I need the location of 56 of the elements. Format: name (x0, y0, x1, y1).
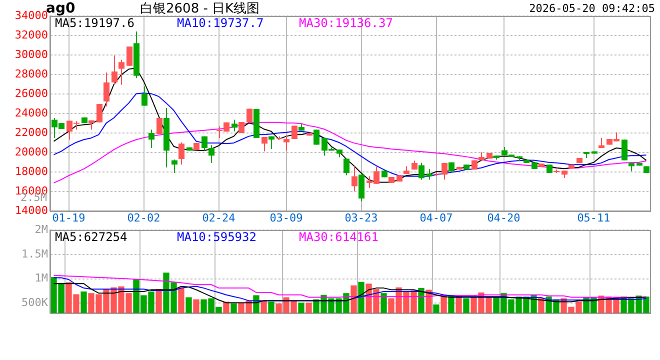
x-tick-label: 03-09 (270, 211, 303, 224)
chart-subtitle: 白银2608 - 日K线图 (140, 1, 260, 16)
x-tick-label: 04-07 (420, 211, 453, 224)
candlestick (118, 59, 124, 86)
y-tick-label: 1M (34, 272, 48, 285)
candlestick (232, 119, 238, 132)
y-tick-label: 24000 (14, 106, 48, 120)
candlestick (358, 174, 364, 202)
candlestick (284, 135, 290, 152)
candlestick (142, 86, 148, 106)
chart-title: ag0 (46, 0, 76, 17)
candlestick (104, 72, 110, 107)
x-tick-label: 05-11 (577, 211, 610, 224)
candlestick (268, 136, 274, 150)
candlestick (622, 139, 628, 161)
y-tick-label: 20000 (14, 145, 48, 158)
y-tick-label: 28000 (14, 67, 48, 80)
candlestick (352, 166, 358, 192)
candlestick (178, 142, 184, 166)
candlestick (262, 136, 268, 152)
text: MA5:627254 (55, 230, 128, 244)
y-tick-label: 1.5M (22, 247, 48, 260)
candlestick (426, 168, 432, 180)
text: MA30:19136.37 (299, 16, 393, 30)
y-tick-label: 14000 (14, 204, 48, 217)
y-tick-label: 26000 (14, 86, 48, 100)
candlestick (112, 54, 118, 86)
text: MA10:19737.7 (177, 16, 264, 30)
y-tick-label: 500K (22, 296, 48, 310)
y-tick-label: 2M (34, 222, 48, 236)
text: MA30:614161 (299, 230, 378, 244)
candlestick (292, 125, 298, 140)
candlestick (148, 129, 154, 149)
candlestick (246, 108, 252, 123)
x-tick-label: 02-24 (202, 211, 236, 224)
y-tick-label: 22000 (14, 126, 48, 139)
candlestick (172, 159, 178, 174)
y-tick-label: 18000 (14, 164, 48, 178)
y-tick-label: 34000 (14, 8, 48, 22)
candlestick (418, 162, 424, 180)
candlestick (208, 144, 214, 164)
x-tick-label: 04-20 (487, 211, 520, 224)
text: 2026-05-20 09:42:05 (529, 2, 655, 15)
y-tick-label: 30000 (14, 48, 48, 61)
candlestick (344, 158, 350, 176)
candlestick (314, 129, 320, 146)
x-tick-label: 01-19 (52, 211, 86, 224)
text: MA10:595932 (177, 230, 256, 244)
candlestick (442, 162, 448, 180)
candlestick (202, 136, 208, 152)
x-tick-label: 03-23 (344, 211, 378, 224)
text: MA5:19197.6 (55, 16, 134, 30)
candlestick (96, 104, 102, 123)
x-tick-label: 02-02 (127, 211, 160, 224)
candlestick (126, 46, 132, 66)
y-tick-label: 32000 (14, 28, 48, 42)
